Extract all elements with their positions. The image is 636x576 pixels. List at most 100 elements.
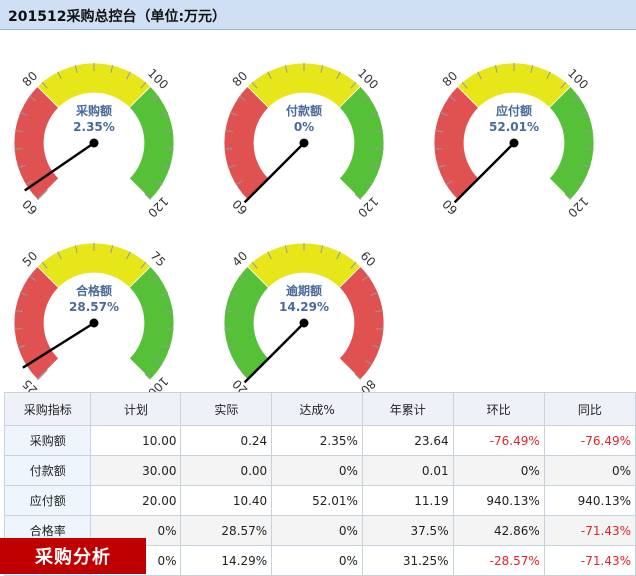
gauge-band [223,265,270,381]
gauge-tick [165,309,174,313]
gauge-tick [575,180,583,186]
gauge-tick [585,148,594,150]
gauge-tick [375,309,384,313]
gauge-payment: 60 80 100 120 付款额 0% [214,48,394,220]
cell-actual: 14.29% [180,545,273,576]
gauge-tick [19,291,28,296]
gauge-tick [165,129,174,133]
gauge-tick [235,180,243,186]
col-header: 采购指标 [3,392,92,426]
cell-mom: 42.86% [452,515,545,546]
gauge-value: 2.35% [73,120,115,134]
gauge-tick [530,65,534,74]
gauge-band [128,265,175,381]
cell-mom: -28.57% [452,545,545,576]
gauge-tick [165,148,174,150]
cell-mom: 940.13% [452,485,545,516]
cell-actual: 0.00 [180,455,273,486]
gauge-tick [372,164,381,169]
cell-plan: 30.00 [90,455,182,486]
gauge-tick [155,360,163,366]
gauge-tick [238,275,247,282]
gauge-value: 28.57% [69,300,119,314]
purchase-analysis-button[interactable]: 采购分析 [0,538,146,574]
gauge-tick [365,180,373,186]
gauge-tick [162,344,171,349]
title-bar: 201512采购总控台（单位:万元） [0,0,636,30]
gauge-needle-pivot [89,138,99,148]
gauge-tick [110,245,114,254]
gauge-tick [229,291,238,296]
gauge-tick [227,164,236,169]
gauge-tick [151,275,160,282]
gauge-tick [375,148,384,150]
gauge-tick [370,111,379,116]
gauge-label: 付款额 [286,103,322,118]
gauge-label: 应付额 [496,103,532,118]
gauge-needle-pivot [299,138,309,148]
gauge-tick [267,251,272,260]
gauge-value: 0% [294,120,314,134]
banner-label: 采购分析 [35,547,111,568]
cell-achieved: 0% [271,455,363,486]
cell-actual: 10.40 [180,485,273,516]
col-header: 实际 [180,392,273,426]
cell-achieved: 52.01% [271,485,363,516]
gauge-tick [238,95,247,102]
cell-achieved: 0% [271,515,363,546]
gauge-tick [162,164,171,169]
gauge-tick [57,251,62,260]
cell-ytd: 0.01 [361,455,454,486]
cell-actual: 28.57% [180,515,273,546]
gauge-band [223,85,270,201]
gauge-needle [24,142,95,192]
cell-ytd: 31.25% [361,545,454,576]
gauge-needle [243,142,305,204]
cell-plan: 20.00 [90,485,182,516]
gauge-band [13,265,60,381]
gauge-tick [36,369,48,381]
cell-ytd: 11.19 [361,485,454,516]
gauge-tick [434,129,443,133]
gauge-band [338,85,385,201]
gauge-tick [336,251,341,260]
gauge-tick [14,309,23,313]
gauge-tick [284,65,288,74]
gauge-tick [372,344,381,349]
gauge-overdue: 20 40 60 80 逾期额 14.29% [214,228,394,397]
cell-ytd: 37.5% [361,515,454,546]
gauge-tick [251,81,258,89]
gauge-tick [229,111,238,116]
gauge-tick [74,65,78,74]
gauge-tick [17,344,26,349]
gauge-tick [375,328,384,330]
page-title: 201512采购总控台（单位:万元） [8,9,227,25]
gauge-tick [439,111,448,116]
gauge-tick [224,148,233,150]
gauge-tick [365,360,373,366]
gauge-tick [14,129,23,133]
gauge-tick [434,148,443,150]
row-label: 付款额 [3,455,92,486]
row-label: 采购额 [3,425,92,456]
gauge-tick [564,193,571,200]
table-row: 付款额 30.00 0.00 0% 0.01 0% 0% [3,455,636,486]
gauge-tick [350,261,357,269]
gauge-tick [375,129,384,133]
table-header-row: 采购指标 计划 实际 达成% 年累计 环比 同比 [3,392,636,426]
gauge-needle [453,142,515,204]
gauge-tick [227,344,236,349]
cell-mom: -76.49% [452,425,545,456]
cell-achieved: 2.35% [271,425,363,456]
col-header: 年累计 [361,392,454,426]
cell-yoy: 0% [543,455,636,486]
col-header: 环比 [452,392,545,426]
gauge-tick [144,193,151,200]
gauge-tick [585,129,594,133]
gauge-tick [36,189,48,201]
gauge-tick [445,180,453,186]
cell-ytd: 23.64 [361,425,454,456]
gauge-tick [126,251,131,260]
